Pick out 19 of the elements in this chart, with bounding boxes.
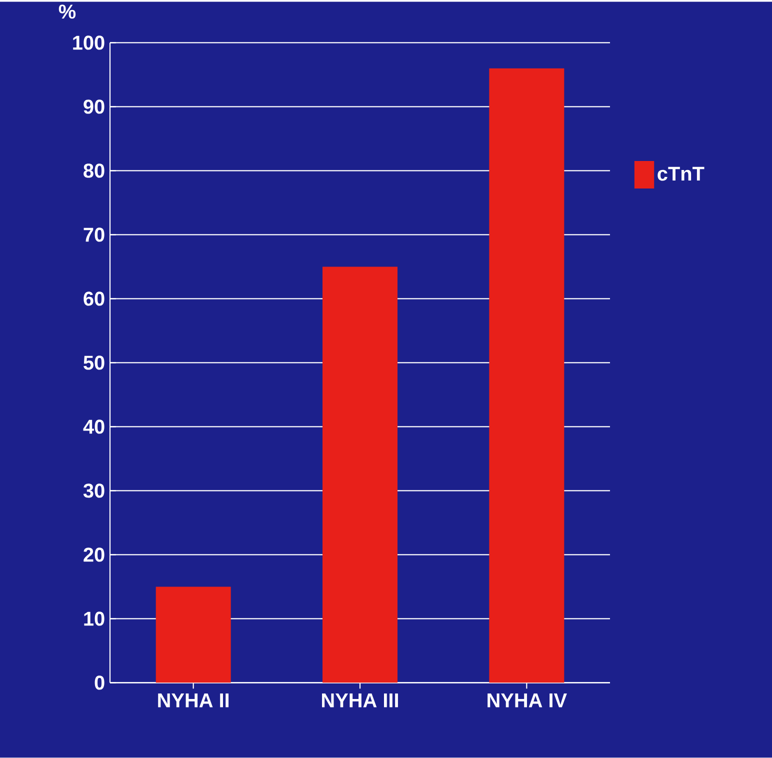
y-tick-label: 60 <box>84 292 104 306</box>
y-tick-label: 30 <box>83 484 104 498</box>
legend-label: cTnT <box>658 166 704 181</box>
x-tick-label: NYHA II <box>158 694 229 708</box>
x-tick-label: NYHA IV <box>488 694 567 708</box>
bar <box>156 586 231 683</box>
y-tick-label: 70 <box>84 228 104 242</box>
x-tick-label: NYHA III <box>322 694 398 708</box>
y-axis-title: % <box>58 4 76 19</box>
y-tick-label: 40 <box>83 420 104 434</box>
y-tick-label: 20 <box>84 548 104 562</box>
y-tick-label: 10 <box>84 612 104 626</box>
bar <box>489 68 564 683</box>
y-tick-label: 80 <box>84 164 104 178</box>
y-tick-label: 100 <box>73 36 104 50</box>
y-tick-label: 90 <box>84 100 104 114</box>
bar <box>322 266 398 683</box>
y-tick-label: 50 <box>84 356 104 370</box>
y-tick-label: 0 <box>94 676 104 690</box>
